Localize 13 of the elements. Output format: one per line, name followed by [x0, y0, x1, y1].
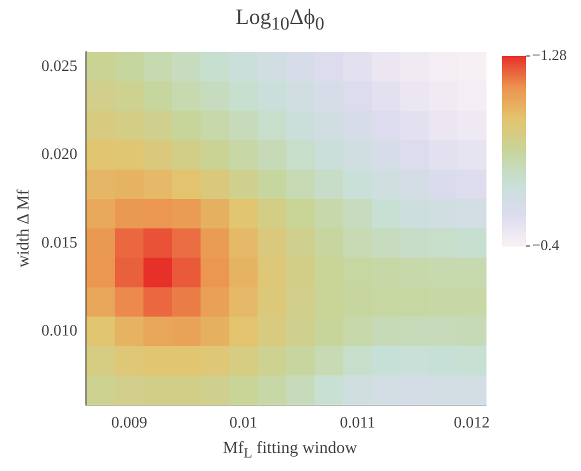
y-tick-label: 0.025	[41, 58, 78, 75]
y-tick-label: 0.015	[41, 234, 78, 252]
y-tick-label: 0.020	[41, 146, 78, 164]
x-axis-title: Mf$_{L}$ fitting window	[222, 438, 358, 462]
x-tick-label: 0.011	[340, 414, 376, 432]
x-tick-label: 0.01	[229, 414, 258, 432]
color-bar-label: −1.28	[532, 48, 567, 64]
x-tick-label: 0.009	[111, 414, 148, 432]
y-tick-label: 0.010	[41, 322, 78, 340]
x-tick-label: 0.012	[454, 414, 490, 432]
color-bar-label: −0.4	[532, 238, 560, 254]
y-axis-title: width Δ Mf	[14, 189, 33, 268]
chart-title: Log$_{10}$Δϕ$_{0}$	[234, 4, 326, 34]
